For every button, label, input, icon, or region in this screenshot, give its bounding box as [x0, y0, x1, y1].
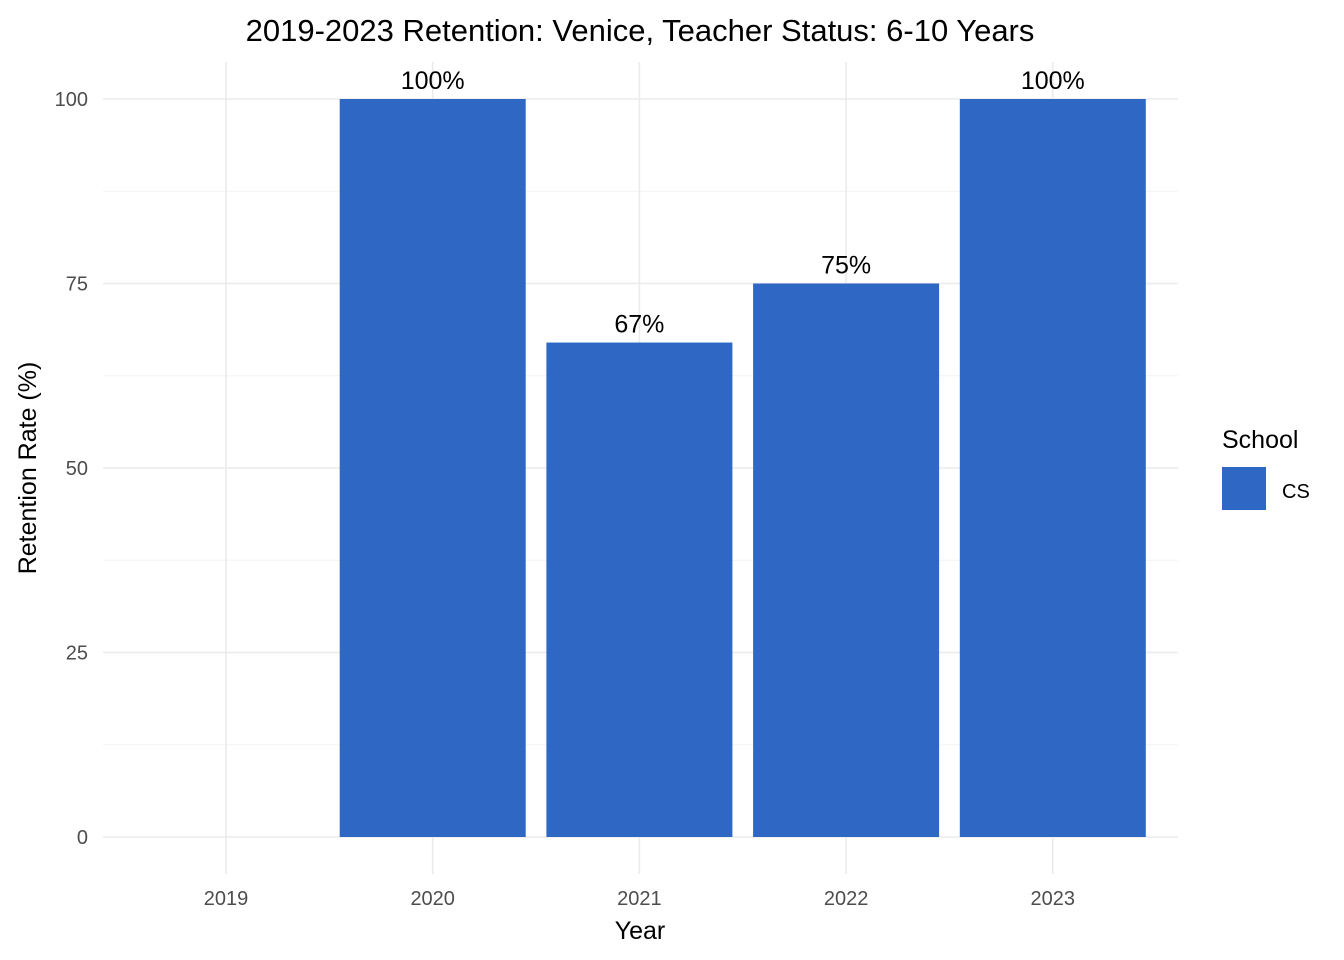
legend-label-cs: CS — [1282, 481, 1310, 503]
x-tick-label-2021: 2021 — [617, 888, 662, 910]
bar-label-2021: 67% — [614, 311, 664, 339]
x-tick-labels: 2019 2020 2021 2022 2023 — [204, 888, 1075, 910]
bar-2023 — [959, 99, 1146, 837]
bar-label-2020: 100% — [401, 67, 465, 95]
bar-label-2022: 75% — [821, 252, 871, 280]
bars — [339, 99, 1146, 837]
x-tick-label-2019: 2019 — [204, 888, 249, 910]
x-tick-label-2023: 2023 — [1031, 888, 1076, 910]
x-tick-label-2020: 2020 — [410, 888, 455, 910]
bar-2020 — [339, 99, 526, 837]
legend-title: School — [1222, 426, 1298, 454]
bar-label-2023: 100% — [1021, 67, 1085, 95]
y-tick-label: 25 — [66, 643, 88, 665]
y-tick-label: 100 — [55, 89, 88, 111]
bar-2022 — [753, 283, 940, 837]
y-tick-label: 75 — [66, 274, 88, 296]
y-tick-label: 0 — [77, 827, 88, 849]
y-tick-labels: 0 25 50 75 100 — [55, 89, 88, 849]
x-axis-title: Year — [615, 917, 666, 945]
legend: School CS — [1222, 426, 1310, 510]
x-tick-label-2022: 2022 — [824, 888, 869, 910]
y-axis-title: Retention Rate (%) — [14, 362, 42, 575]
legend-swatch-cs — [1222, 467, 1266, 510]
bar-labels: 100% 67% 75% 100% — [401, 67, 1085, 339]
y-tick-label: 50 — [66, 458, 88, 480]
bar-2021 — [546, 342, 733, 837]
chart-title: 2019-2023 Retention: Venice, Teacher Sta… — [246, 13, 1035, 48]
